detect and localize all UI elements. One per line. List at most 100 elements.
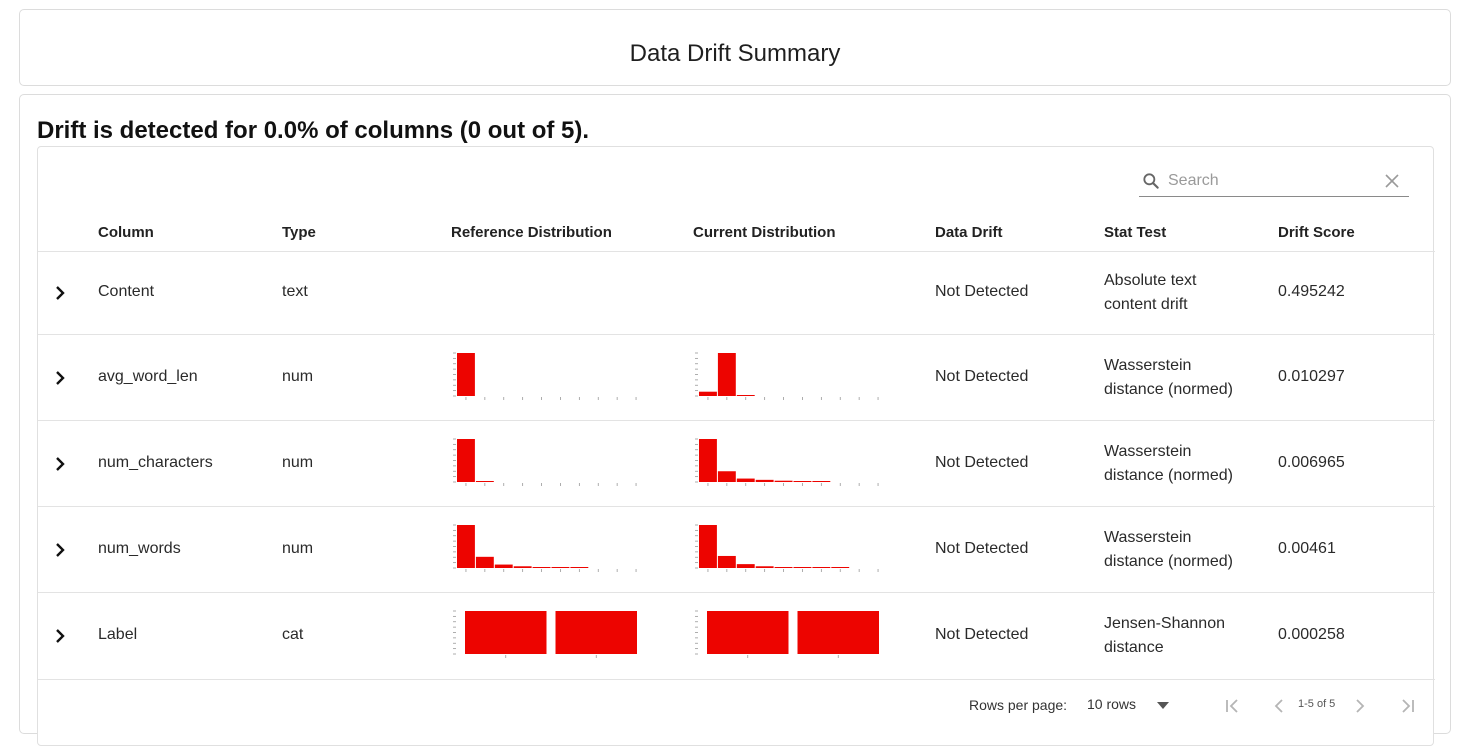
column-type: num — [282, 454, 314, 471]
first-page-icon[interactable] — [1224, 697, 1242, 715]
histogram-bar — [812, 567, 831, 568]
rows-per-page-label: Rows per page: — [969, 697, 1068, 713]
column-header-type[interactable]: Type — [282, 224, 316, 241]
drift-table: Search Column Type Reference Distributio… — [37, 146, 1435, 746]
column-header-drift-score[interactable]: Drift Score — [1278, 224, 1355, 241]
histogram-bar — [755, 479, 774, 482]
prev-page-icon[interactable] — [1270, 697, 1288, 715]
last-page-icon[interactable] — [1398, 697, 1416, 715]
table-row[interactable]: Content text Not Detected Absolute text cont… — [38, 252, 1435, 334]
stat-test-line: Wasserstein — [1104, 529, 1192, 546]
stat-test-line: distance — [1104, 639, 1164, 656]
drift-score: 0.010297 — [1278, 368, 1345, 385]
histogram-bar — [465, 611, 547, 654]
chevron-right-icon[interactable] — [52, 285, 68, 301]
chevron-right-icon[interactable] — [52, 542, 68, 558]
column-header-data-drift[interactable]: Data Drift — [935, 224, 1003, 241]
histogram-bar — [532, 567, 551, 568]
caret-down-icon — [1157, 702, 1169, 709]
header-divider — [38, 251, 1435, 252]
drift-summary-text: Drift is detected for 0.0% of columns (0… — [37, 117, 590, 144]
data-drift-status: Not Detected — [935, 368, 1029, 385]
histogram-bar — [551, 567, 570, 568]
table-row[interactable]: Label cat Not Detected Jensen-Shannon distan… — [38, 593, 1435, 679]
histogram-bar — [699, 439, 717, 482]
current-distribution-chart — [695, 352, 879, 400]
drift-score: 0.006965 — [1278, 454, 1345, 471]
column-header-current-distribution[interactable]: Current Distribution — [693, 224, 836, 241]
page-title: Data Drift Summary — [629, 40, 841, 67]
drift-score: 0.00461 — [1278, 540, 1336, 557]
data-drift-status: Not Detected — [935, 626, 1029, 643]
column-type: cat — [282, 626, 304, 643]
current-distribution-chart — [695, 610, 879, 658]
stat-test: Absolute text content drift — [1104, 269, 1197, 317]
row-divider — [38, 506, 1435, 507]
stat-test: Wasserstein distance (normed) — [1104, 526, 1233, 574]
histogram-bar — [797, 611, 879, 654]
stat-test-line: Absolute text — [1104, 272, 1197, 289]
stat-test: Wasserstein distance (normed) — [1104, 354, 1233, 402]
pagination-range: 1-5 of 5 — [1298, 698, 1336, 710]
close-icon[interactable] — [1385, 174, 1399, 188]
rows-per-page-value: 10 rows — [1087, 696, 1137, 712]
histogram-bar — [717, 353, 736, 396]
stat-test-line: Jensen-Shannon — [1104, 615, 1225, 632]
row-divider — [38, 420, 1435, 421]
column-name: avg_word_len — [98, 368, 198, 385]
table-row[interactable]: avg_word_len num Not Detected Wasserstein di… — [38, 335, 1435, 420]
stat-test-line: content drift — [1104, 296, 1188, 313]
chevron-right-icon[interactable] — [52, 628, 68, 644]
search-input[interactable]: Search — [1168, 172, 1219, 189]
histogram-bar — [457, 525, 475, 568]
table-row[interactable]: num_words num Not Detected Wasserstein dista… — [38, 507, 1435, 592]
next-page-icon[interactable] — [1351, 697, 1369, 715]
histogram-bar — [570, 567, 589, 568]
histogram-bar — [494, 564, 513, 568]
histogram-bar — [812, 481, 831, 482]
search-field[interactable]: Search — [1139, 167, 1409, 197]
drift-table-card: Drift is detected for 0.0% of columns (0… — [19, 94, 1451, 746]
drift-score: 0.000258 — [1278, 626, 1345, 643]
row-divider — [38, 592, 1435, 593]
reference-distribution-chart — [453, 438, 637, 486]
drift-score: 0.495242 — [1278, 283, 1345, 300]
histogram-bar — [736, 478, 755, 482]
column-name: Label — [98, 626, 138, 643]
stat-test-line: distance (normed) — [1104, 553, 1233, 570]
row-divider — [38, 679, 1435, 680]
data-drift-status: Not Detected — [935, 540, 1029, 557]
reference-distribution-chart — [453, 352, 637, 400]
stat-test-line: Wasserstein — [1104, 443, 1192, 460]
histogram-bar — [736, 564, 755, 568]
histogram-bar — [699, 391, 717, 396]
histogram-bar — [717, 471, 736, 482]
stat-test-line: distance (normed) — [1104, 381, 1233, 398]
current-distribution-chart — [695, 524, 879, 572]
rows-per-page-select[interactable]: 10 rows — [1087, 696, 1177, 716]
column-type: text — [282, 283, 308, 300]
stat-test: Jensen-Shannon distance — [1104, 612, 1225, 660]
row-divider — [38, 334, 1435, 335]
histogram-bar — [475, 481, 494, 482]
stat-test-line: distance (normed) — [1104, 467, 1233, 484]
histogram-bar — [717, 555, 736, 568]
chevron-right-icon[interactable] — [52, 370, 68, 386]
histogram-bar — [831, 567, 850, 568]
reference-distribution-chart — [453, 610, 637, 658]
table-row[interactable]: num_characters num Not Detected Wasserstein… — [38, 421, 1435, 506]
column-header-stat-test[interactable]: Stat Test — [1104, 224, 1167, 241]
data-drift-status: Not Detected — [935, 283, 1029, 300]
column-name: num_characters — [98, 454, 213, 471]
histogram-bar — [475, 556, 494, 568]
search-icon — [1143, 173, 1159, 189]
column-header-column[interactable]: Column — [98, 224, 154, 241]
stat-test: Wasserstein distance (normed) — [1104, 440, 1233, 488]
histogram-bar — [707, 611, 789, 654]
column-header-reference-distribution[interactable]: Reference Distribution — [451, 224, 612, 241]
chevron-right-icon[interactable] — [52, 456, 68, 472]
histogram-bar — [755, 566, 774, 568]
histogram-bar — [555, 611, 637, 654]
histogram-bar — [774, 480, 793, 482]
data-drift-status: Not Detected — [935, 454, 1029, 471]
